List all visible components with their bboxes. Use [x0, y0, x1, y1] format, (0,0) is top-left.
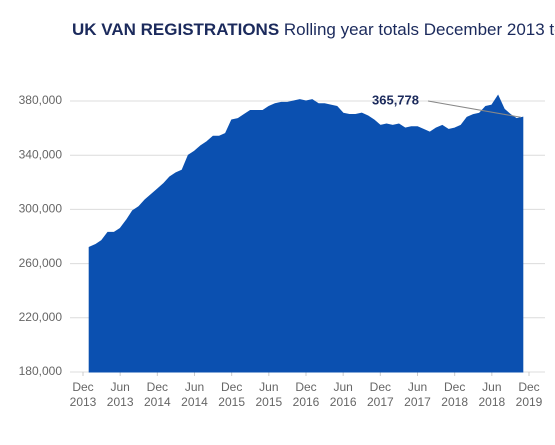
x-tick-label: Jun 2013 [106, 380, 134, 409]
y-tick-label: 380,000 [19, 93, 63, 107]
x-tick-label: Dec 2015 [218, 380, 245, 409]
annotation-line [427, 100, 521, 118]
x-tick-label: Jun 2014 [181, 380, 208, 409]
area [88, 94, 524, 373]
annotation: 365,778 [372, 92, 419, 107]
y-tick-label: 300,000 [19, 202, 63, 216]
x-tick-label: Dec 2017 [366, 380, 394, 409]
x-tick-label: Dec 2018 [441, 380, 468, 409]
y-tick-label: 180,000 [19, 364, 63, 378]
x-tick-label: Dec 2014 [143, 380, 171, 409]
x-tick-label: Jun 2016 [329, 380, 357, 409]
x-tick-label: Dec 2016 [292, 380, 320, 409]
y-tick-label: 260,000 [19, 256, 63, 270]
chart-title: UK VAN REGISTRATIONS [72, 20, 280, 39]
y-tick-label: 220,000 [19, 310, 63, 324]
chart-subtitle: Rolling year totals December 2013 to dat… [283, 20, 555, 39]
x-tick-label: Dec 2013 [69, 380, 97, 409]
x-tick-label: Jun 2015 [255, 380, 283, 409]
title-block: UK VAN REGISTRATIONS Rolling year totals… [72, 20, 555, 40]
x-tick-label: Dec 2019 [515, 380, 543, 409]
x-tick-label: Jun 2018 [478, 380, 506, 409]
x-tick-label: Jun 2017 [404, 380, 431, 409]
y-tick-label: 340,000 [19, 147, 63, 161]
